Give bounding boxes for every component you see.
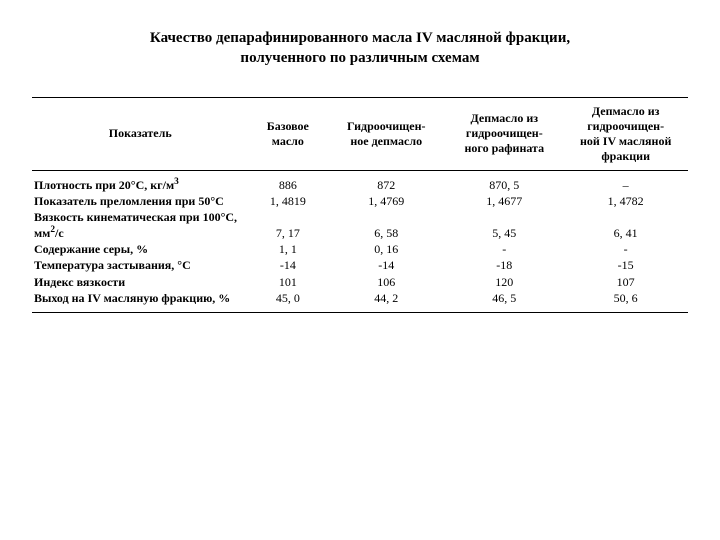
value-line: -14 (331, 257, 441, 273)
indicator-line: Выход на IV масляную фракцию, % (34, 290, 244, 306)
value-line: 870, 5 (449, 177, 559, 193)
indicator-line: Температура застывания, °С (34, 257, 244, 273)
table-data-row: Плотность при 20°С, кг/м3Показатель прел… (32, 170, 688, 313)
value-line: 1, 4782 (567, 193, 684, 209)
header-col-1: Гидроочищен-ное депмасло (327, 97, 445, 170)
indicator-line: Плотность при 20°С, кг/м3 (34, 177, 244, 193)
values-col-3: –1, 4782 6, 41--1510750, 6 (563, 170, 688, 313)
value-line (449, 209, 559, 225)
value-line: 1, 4819 (252, 193, 323, 209)
value-line: 107 (567, 274, 684, 290)
header-col-0: Базовое масло (248, 97, 327, 170)
indicator-line: Содержание серы, % (34, 241, 244, 257)
value-line: 45, 0 (252, 290, 323, 306)
indicator-line: Индекс вязкости (34, 274, 244, 290)
page-title: Качество депарафинированного масла IV ма… (32, 28, 688, 69)
value-line: 7, 17 (252, 225, 323, 241)
value-line: 46, 5 (449, 290, 559, 306)
value-line (252, 209, 323, 225)
values-col-0: 8861, 4819 7, 171, 1-1410145, 0 (248, 170, 327, 313)
value-line: 1, 1 (252, 241, 323, 257)
header-col-3: Депмасло изгидроочищен-ной IV маслянойфр… (563, 97, 688, 170)
value-line: 1, 4769 (331, 193, 441, 209)
table-header-row: Показатель Базовое масло Гидроочищен-ное… (32, 97, 688, 170)
value-line: 101 (252, 274, 323, 290)
value-line: – (567, 177, 684, 193)
indicator-line: Вязкость кинематическая при 100°С, мм2/с (34, 209, 244, 241)
indicator-line: Показатель преломления при 50°С (34, 193, 244, 209)
value-line: 5, 45 (449, 225, 559, 241)
value-line: 6, 41 (567, 225, 684, 241)
values-col-2: 870, 51, 4677 5, 45--1812046, 5 (445, 170, 563, 313)
value-line: 50, 6 (567, 290, 684, 306)
value-line: 44, 2 (331, 290, 441, 306)
value-line (567, 209, 684, 225)
header-col-2: Депмасло изгидроочищен-ного рафината (445, 97, 563, 170)
value-line: 6, 58 (331, 225, 441, 241)
value-line: 1, 4677 (449, 193, 559, 209)
oil-quality-table: Показатель Базовое масло Гидроочищен-ное… (32, 97, 688, 314)
value-line: 872 (331, 177, 441, 193)
value-line: -15 (567, 257, 684, 273)
value-line: -14 (252, 257, 323, 273)
values-col-1: 8721, 4769 6, 580, 16-1410644, 2 (327, 170, 445, 313)
value-line: -18 (449, 257, 559, 273)
value-line: - (449, 241, 559, 257)
value-line: 120 (449, 274, 559, 290)
value-line (331, 209, 441, 225)
indicator-list-cell: Плотность при 20°С, кг/м3Показатель прел… (32, 170, 248, 313)
header-indicator: Показатель (32, 97, 248, 170)
value-line: 0, 16 (331, 241, 441, 257)
value-line: 886 (252, 177, 323, 193)
value-line: - (567, 241, 684, 257)
value-line: 106 (331, 274, 441, 290)
